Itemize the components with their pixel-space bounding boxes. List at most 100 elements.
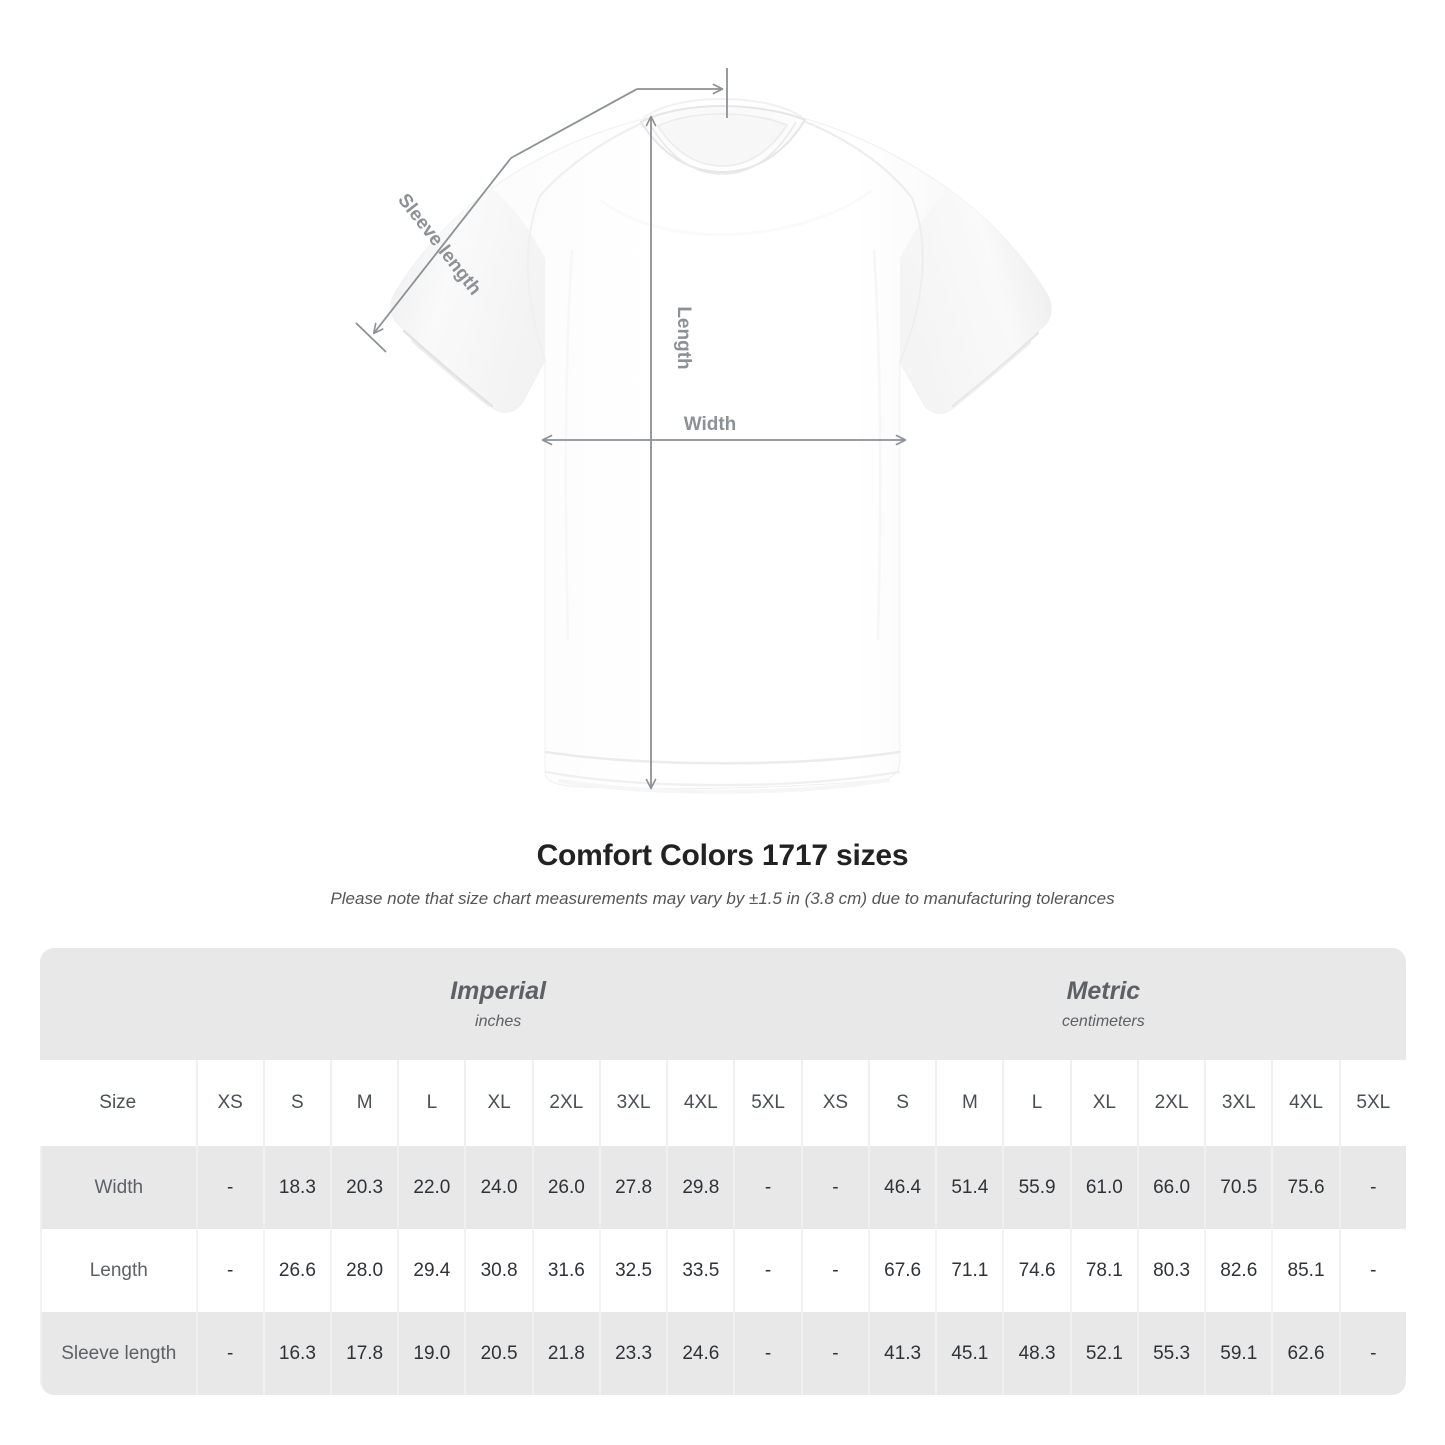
table-row: Sleeve length - 16.3 17.8 19.0 20.5 21.8… <box>40 1312 1406 1395</box>
cell-sleeve-imperial-2xl: 21.8 <box>531 1312 599 1395</box>
right-armhole-seam <box>899 197 924 363</box>
size-header-metric-5xl: 5XL <box>1338 1060 1406 1146</box>
cell-width-metric-2xl: 66.0 <box>1136 1146 1205 1229</box>
chest-shading <box>599 188 873 237</box>
size-header-metric-2xl: 2XL <box>1136 1060 1205 1146</box>
cell-sleeve-metric-l: 48.3 <box>1002 1312 1070 1395</box>
cell-length-metric-l: 74.6 <box>1002 1229 1070 1312</box>
cell-sleeve-metric-m: 45.1 <box>935 1312 1003 1395</box>
unit-banner-spacer <box>40 948 196 1060</box>
width-label: Width <box>684 414 737 435</box>
body-fold-left <box>564 249 574 641</box>
right-sleeve-hem <box>951 331 1040 408</box>
right-sleeve-hem-inner <box>954 342 1031 407</box>
cell-length-imperial-2xl: 31.6 <box>531 1229 599 1312</box>
cell-length-metric-xs: - <box>800 1229 868 1312</box>
left-armhole-seam <box>526 195 546 361</box>
cell-sleeve-imperial-4xl: 24.6 <box>666 1312 734 1395</box>
right-sleeve-shading <box>900 190 1052 414</box>
cell-width-imperial-s: 18.3 <box>262 1146 331 1229</box>
size-header-imperial-5xl: 5XL <box>733 1060 801 1146</box>
size-header-metric-xs: XS <box>800 1060 868 1146</box>
cell-length-metric-5xl: - <box>1338 1229 1406 1312</box>
row-label-sleeve-length: Sleeve length <box>40 1312 196 1395</box>
cell-width-imperial-3xl: 27.8 <box>598 1146 667 1229</box>
table-row: Length - 26.6 28.0 29.4 30.8 31.6 32.5 3… <box>40 1229 1406 1312</box>
cell-width-imperial-l: 22.0 <box>397 1146 465 1229</box>
cell-length-imperial-3xl: 32.5 <box>598 1229 667 1312</box>
size-header-imperial-l: L <box>397 1060 465 1146</box>
imperial-unit-sub: inches <box>475 1012 522 1030</box>
cell-width-imperial-5xl: - <box>733 1146 801 1229</box>
cell-sleeve-imperial-3xl: 23.3 <box>598 1312 667 1395</box>
collar-rib-line <box>649 121 797 175</box>
collar-inner-opening <box>656 113 789 167</box>
cell-width-metric-5xl: - <box>1338 1146 1406 1229</box>
cell-length-imperial-s: 26.6 <box>262 1229 331 1312</box>
tolerance-note: Please note that size chart measurements… <box>330 889 1115 908</box>
size-header-imperial-m: M <box>330 1060 398 1146</box>
cell-sleeve-metric-5xl: - <box>1338 1312 1406 1395</box>
chart-heading-block: Comfort Colors 1717 sizes Please note th… <box>0 838 1445 910</box>
size-header-imperial-3xl: 3XL <box>598 1060 667 1146</box>
size-header-row: Size XS S M L XL 2XL 3XL 4XL 5XL XS S M … <box>40 1060 1406 1146</box>
right-shoulder-seam <box>804 120 914 200</box>
sleeve-hem-tick <box>355 322 387 353</box>
size-header-imperial-xl: XL <box>464 1060 532 1146</box>
tshirt-diagram-svg: Sleeve length Length Width <box>355 68 1052 794</box>
page-title: Comfort Colors 1717 sizes <box>536 839 909 872</box>
cell-sleeve-imperial-xs: - <box>195 1312 263 1395</box>
left-sleeve-shading <box>390 188 545 413</box>
cell-width-metric-m: 51.4 <box>935 1146 1003 1229</box>
cell-sleeve-metric-xs: - <box>800 1312 868 1395</box>
cell-length-metric-xl: 78.1 <box>1069 1229 1137 1312</box>
cell-width-imperial-m: 20.3 <box>330 1146 398 1229</box>
size-header-metric-4xl: 4XL <box>1271 1060 1339 1146</box>
row-label-length: Length <box>40 1229 196 1312</box>
cell-length-metric-4xl: 85.1 <box>1271 1229 1339 1312</box>
cell-sleeve-metric-4xl: 62.6 <box>1271 1312 1339 1395</box>
table-row: Width - 18.3 20.3 22.0 24.0 26.0 27.8 29… <box>40 1146 1406 1229</box>
size-header-metric-s: S <box>868 1060 936 1146</box>
size-chart-table-container: Imperial inches Metric centimeters Size … <box>40 948 1406 1395</box>
size-header-metric-l: L <box>1002 1060 1070 1146</box>
cell-width-imperial-2xl: 26.0 <box>531 1146 599 1229</box>
size-header-imperial-xs: XS <box>195 1060 263 1146</box>
cell-sleeve-imperial-xl: 20.5 <box>464 1312 532 1395</box>
left-sleeve-hem <box>402 329 494 408</box>
cell-width-metric-xs: - <box>800 1146 868 1229</box>
size-header-imperial-s: S <box>262 1060 331 1146</box>
sleeve-length-line <box>372 157 512 335</box>
cell-sleeve-imperial-5xl: - <box>733 1312 801 1395</box>
cell-length-metric-3xl: 82.6 <box>1204 1229 1272 1312</box>
metric-banner-cell: Metric centimeters <box>800 948 1406 1060</box>
cell-sleeve-metric-s: 41.3 <box>868 1312 936 1395</box>
cell-sleeve-metric-3xl: 59.1 <box>1204 1312 1272 1395</box>
row-label-width: Width <box>40 1146 196 1229</box>
size-chart-table: Imperial inches Metric centimeters Size … <box>40 948 1406 1395</box>
metric-unit-sub: centimeters <box>1062 1012 1145 1030</box>
cell-length-metric-2xl: 80.3 <box>1136 1229 1205 1312</box>
cell-width-imperial-xl: 24.0 <box>464 1146 532 1229</box>
cell-length-imperial-xs: - <box>195 1229 263 1312</box>
cell-length-metric-s: 67.6 <box>868 1229 936 1312</box>
tshirt-graphic <box>390 97 1052 794</box>
sleeve-leader-elbow <box>510 88 638 159</box>
cell-length-imperial-5xl: - <box>733 1229 801 1312</box>
imperial-unit-name: Imperial <box>450 976 547 1005</box>
size-header-metric-xl: XL <box>1069 1060 1137 1146</box>
cell-sleeve-metric-2xl: 55.3 <box>1136 1312 1205 1395</box>
collar-back-edge <box>642 97 803 119</box>
unit-banner-row: Imperial inches Metric centimeters <box>40 948 1406 1060</box>
size-header-metric-m: M <box>935 1060 1003 1146</box>
bottom-hem-line <box>544 750 901 765</box>
cell-width-metric-3xl: 70.5 <box>1204 1146 1272 1229</box>
bottom-hem-edge <box>544 770 901 787</box>
length-label: Length <box>673 306 694 369</box>
cell-width-imperial-xs: - <box>195 1146 263 1229</box>
cell-length-imperial-m: 28.0 <box>330 1229 398 1312</box>
cell-width-metric-l: 55.9 <box>1002 1146 1070 1229</box>
left-shoulder-seam <box>538 122 642 198</box>
cell-sleeve-imperial-m: 17.8 <box>330 1312 398 1395</box>
cell-width-metric-4xl: 75.6 <box>1271 1146 1339 1229</box>
